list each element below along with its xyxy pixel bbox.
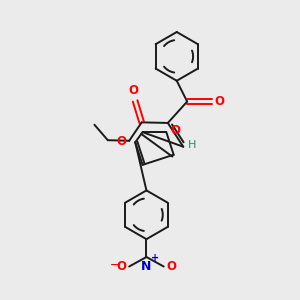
Text: O: O [116,135,126,148]
Text: O: O [128,84,138,98]
Text: +: + [151,254,159,263]
Text: N: N [141,260,152,273]
Text: O: O [214,95,224,108]
Text: O: O [170,124,180,137]
Text: O: O [167,260,177,273]
Text: H: H [188,140,196,150]
Text: O: O [116,260,126,273]
Text: −: − [110,260,119,270]
